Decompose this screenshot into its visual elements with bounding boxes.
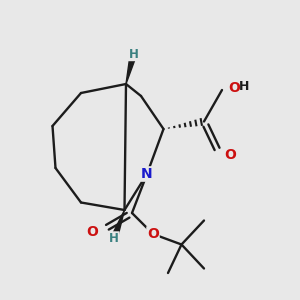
Text: O: O xyxy=(147,227,159,241)
Text: N: N xyxy=(141,167,153,181)
Polygon shape xyxy=(111,210,124,240)
Text: H: H xyxy=(129,47,138,61)
Text: O: O xyxy=(86,225,98,239)
Text: O: O xyxy=(228,81,240,94)
Polygon shape xyxy=(126,53,137,84)
Text: H: H xyxy=(239,80,250,93)
Text: O: O xyxy=(224,148,236,162)
Text: H: H xyxy=(109,232,119,245)
